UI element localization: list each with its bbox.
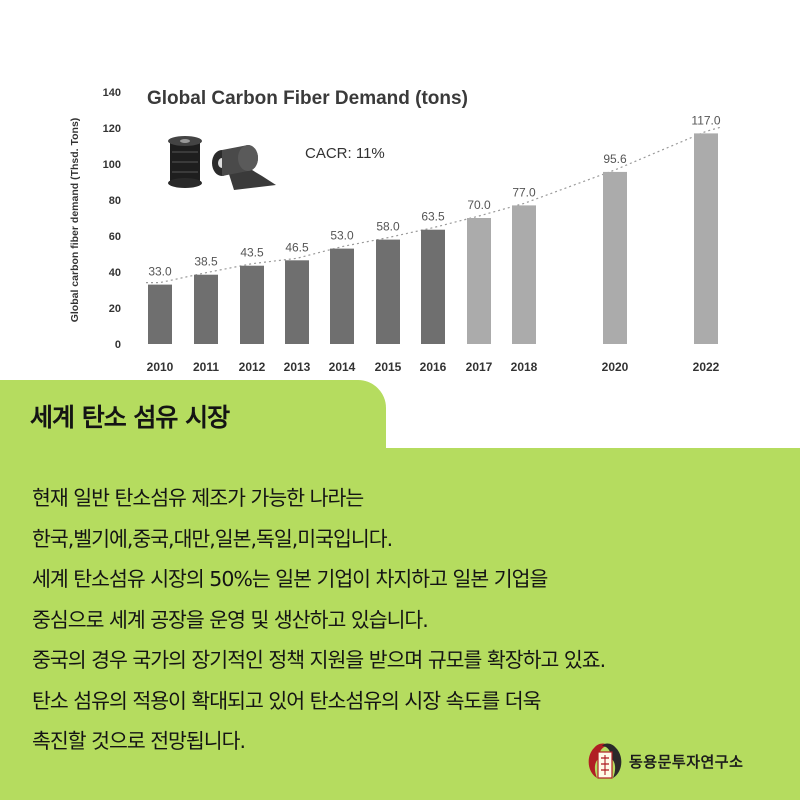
brand-name: 동용문투자연구소 [629,753,744,771]
cagr-annotation: CACR: 11% [305,145,385,162]
description-line: 세계 탄소섬유 시장의 50%는 일본 기업이 차지하고 일본 기업을 [32,567,548,591]
value-label: 46.5 [285,240,309,254]
x-tick-label: 2013 [284,360,311,374]
value-label: 53.0 [330,229,354,243]
description-panel [0,448,800,800]
description-line: 촉진할 것으로 전망됩니다. [32,729,246,753]
x-tick-label: 2014 [329,360,356,374]
description-line: 중심으로 세계 공장을 운영 및 생산하고 있습니다. [32,607,429,632]
y-axis-label: Global carbon fiber demand (Thsd. Tons) [69,118,81,323]
value-label: 70.0 [467,198,491,212]
description-line: 중국의 경우 국가의 장기적인 정책 지원을 받으며 규모를 확장하고 있죠. [32,648,606,672]
y-tick-label: 80 [109,195,121,207]
value-label: 58.0 [376,220,400,234]
x-axis: 2010 2011 2012 2013 2014 2015 2016 2017 2018 2020… [147,360,720,374]
y-tick-label: 100 [103,159,121,171]
fabric-roll-icon [212,145,276,190]
trend-line [146,126,721,284]
y-axis: 0 20 40 60 80 100 120 140 [103,87,121,351]
x-tick-label: 2016 [420,360,447,374]
x-tick-label: 2018 [511,360,538,374]
x-tick-label: 2020 [602,360,629,374]
y-tick-label: 120 [103,123,121,135]
y-tick-label: 40 [109,267,121,279]
x-tick-label: 2022 [693,360,720,374]
value-label: 77.0 [512,185,536,199]
x-tick-label: 2015 [375,360,402,374]
bar [376,239,400,344]
spool-icon [168,136,202,188]
value-labels: 33.0 38.5 43.5 46.5 53.0 58.0 63.5 70.0 77.0 95.6… [148,113,721,278]
x-tick-label: 2010 [147,360,174,374]
x-tick-label: 2017 [466,360,493,374]
bar [194,274,218,344]
value-label: 38.5 [194,255,218,269]
value-label: 33.0 [148,265,172,279]
bar [512,205,536,344]
section-title-tab [0,380,386,450]
y-tick-label: 0 [115,339,121,351]
carbon-fiber-demand-chart: Global Carbon Fiber Demand (tons) Global… [0,0,800,380]
value-label: 95.6 [603,152,627,166]
bar [285,260,309,344]
value-label: 117.0 [691,113,720,127]
y-tick-label: 140 [103,87,121,99]
chart-title: Global Carbon Fiber Demand (tons) [147,88,468,109]
section-title: 세계 탄소 섬유 시장 [30,403,230,432]
bar [467,218,491,344]
bars [148,133,718,344]
description-line: 탄소 섬유의 적용이 확대되고 있어 탄소섬유의 시장 속도를 더욱 [32,688,542,713]
y-tick-label: 60 [109,231,121,243]
bar [694,133,718,344]
brand-logo-icon [588,743,622,779]
value-label: 63.5 [421,210,445,224]
description-text: 현재 일반 탄소섬유 제조가 가능한 나라는 한국,벨기에,중국,대만,일본,독… [32,478,752,762]
value-label: 43.5 [240,246,264,260]
description-line: 현재 일반 탄소섬유 제조가 가능한 나라는 [32,486,364,510]
brand: 동용문투자연구소 [583,738,783,788]
bar [148,284,172,344]
bar [421,229,445,344]
y-tick-label: 20 [109,303,121,315]
x-tick-label: 2012 [239,360,266,374]
bar [240,265,264,344]
x-tick-label: 2011 [193,360,219,374]
bar [330,248,354,344]
description-line: 한국,벨기에,중국,대만,일본,독일,미국입니다. [32,526,393,551]
bar [603,171,627,344]
